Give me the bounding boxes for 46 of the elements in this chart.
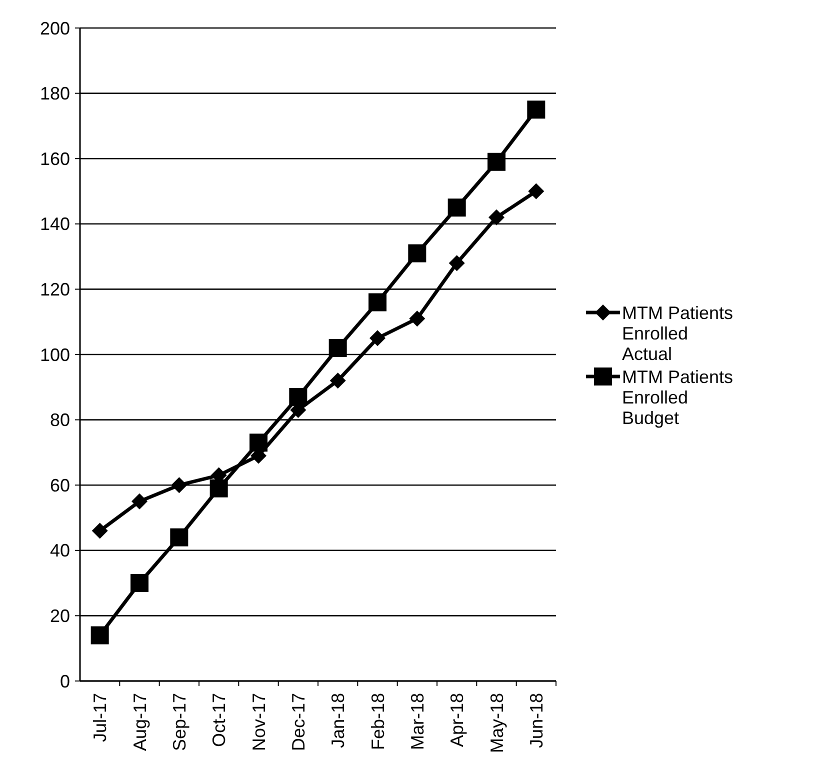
point bbox=[408, 244, 426, 262]
point bbox=[289, 388, 308, 406]
point bbox=[132, 493, 148, 510]
y-tick-label: 160 bbox=[40, 148, 70, 169]
point bbox=[448, 198, 466, 217]
y-tick-label: 100 bbox=[40, 344, 70, 365]
y-tick-label: 120 bbox=[40, 280, 70, 300]
x-tick-label: Aug-17 bbox=[130, 693, 150, 752]
point bbox=[250, 434, 268, 452]
y-tick-label: 0 bbox=[60, 671, 70, 692]
point bbox=[528, 183, 544, 200]
point bbox=[448, 255, 465, 272]
x-tick-label: Nov-17 bbox=[248, 693, 269, 752]
legend-label: MTM Patients Enrolled Budget bbox=[622, 366, 734, 428]
y-tick-label: 40 bbox=[50, 540, 70, 561]
y-tick-label: 200 bbox=[40, 18, 70, 38]
y-tick-label: 80 bbox=[50, 410, 70, 430]
point bbox=[488, 152, 506, 171]
point bbox=[328, 338, 347, 357]
x-tick-label: Jun-18 bbox=[526, 693, 546, 748]
point bbox=[90, 626, 109, 644]
legend-label: MTM Patients Enrolled Actual bbox=[622, 302, 734, 364]
x-tick-label: Sep-17 bbox=[169, 693, 190, 752]
x-tick-label: Oct-17 bbox=[209, 693, 230, 748]
x-tick-label: Apr-18 bbox=[447, 693, 468, 748]
x-tick-label: Jul-17 bbox=[90, 693, 110, 742]
y-tick-label: 140 bbox=[40, 214, 70, 234]
point bbox=[170, 528, 188, 546]
point bbox=[92, 522, 108, 539]
point bbox=[488, 209, 504, 226]
y-tick-label: 180 bbox=[40, 84, 70, 104]
point bbox=[370, 330, 386, 346]
x-tick-label: Feb-18 bbox=[368, 693, 388, 750]
y-tick-label: 60 bbox=[50, 475, 70, 496]
point bbox=[330, 372, 346, 389]
point bbox=[368, 293, 386, 312]
point bbox=[210, 479, 228, 498]
x-tick-label: Jan-18 bbox=[328, 693, 348, 748]
point bbox=[130, 574, 148, 592]
x-tick-label: Dec-17 bbox=[288, 693, 308, 752]
y-tick-label: 20 bbox=[50, 606, 70, 626]
x-tick-label: May-18 bbox=[486, 693, 507, 754]
point bbox=[527, 100, 546, 119]
point bbox=[409, 310, 426, 327]
point bbox=[171, 477, 188, 494]
x-tick-label: Mar-18 bbox=[407, 693, 428, 750]
